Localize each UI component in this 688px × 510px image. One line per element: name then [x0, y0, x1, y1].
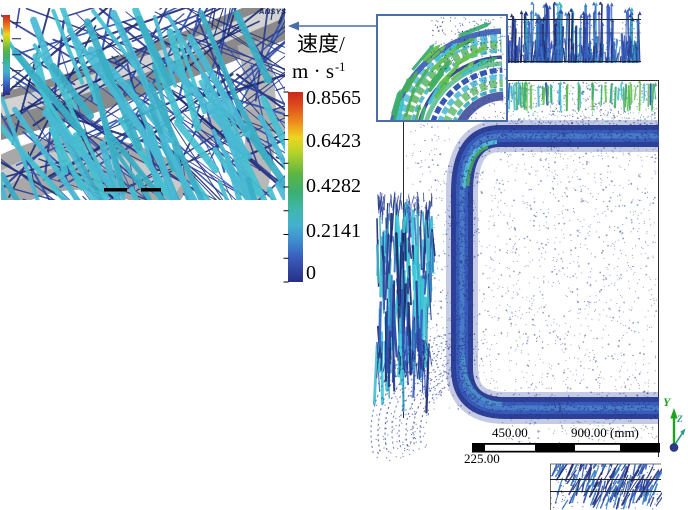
legend-quantity-label: 速度/ [297, 32, 345, 56]
outlet-band-arrows [503, 2, 642, 63]
axis-triad [669, 408, 686, 452]
ruler-label-900: 900.00 (mm) [571, 425, 639, 440]
inset-colorbar [3, 15, 10, 95]
upper-inflow-arrows [504, 81, 658, 112]
inset-vector-arrows [1, 8, 285, 200]
screen-detail-vectors [550, 464, 662, 510]
legend-tick-label: 0 [306, 262, 316, 284]
source-region-box [376, 14, 508, 122]
riser-column-vectors [372, 191, 436, 414]
screen-detail-box [550, 463, 662, 510]
inset-colorbar-labels [12, 22, 21, 88]
scale-ruler [472, 443, 660, 453]
callout-arrow-icon [288, 17, 378, 31]
bend-arcs-detail [370, 323, 469, 462]
pipe-loop [446, 120, 659, 424]
legend-colorbar [283, 91, 303, 283]
bend-detail-arrows [390, 17, 506, 120]
inset-detail-view [1, 8, 285, 200]
axis-z-label: Z [677, 415, 683, 425]
legend-tick-label: 0.8565 [306, 87, 361, 109]
main-vector-view [372, 80, 659, 457]
legend-tick-label: 0.6423 [306, 130, 361, 152]
ansys-logo: ANSYS [259, 7, 287, 16]
axis-y-label: Y [663, 395, 671, 409]
legend-colorbar-ticks [283, 91, 289, 283]
ruler-label-225: 225.00 [464, 451, 500, 466]
pipe-fuzz-dots [441, 118, 659, 428]
legend-unit-base: m · s [292, 59, 334, 83]
legend-tick-label: 0.2141 [306, 220, 361, 242]
inset-scalebar [104, 188, 161, 192]
scatter-vector-dots [404, 81, 658, 451]
legend-unit-label: m · s-1 [292, 60, 345, 82]
legend-unit-exponent: -1 [335, 60, 346, 74]
legend-tick-label: 0.4282 [306, 175, 361, 197]
top-outlet-band [501, 2, 642, 63]
ruler-label-450: 450.00 [492, 425, 528, 440]
